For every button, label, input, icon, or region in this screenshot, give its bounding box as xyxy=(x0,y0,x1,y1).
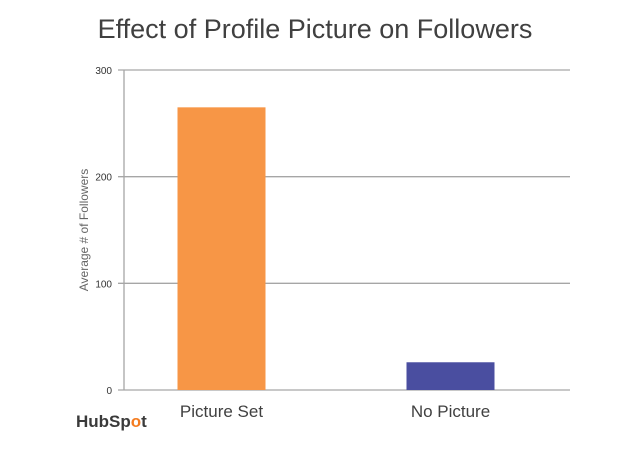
chart-title: Effect of Profile Picture on Followers xyxy=(97,14,533,44)
x-tick-label: No Picture xyxy=(411,402,490,421)
bar xyxy=(406,362,495,390)
y-tick-label: 100 xyxy=(95,279,112,290)
bar xyxy=(177,107,266,390)
y-tick-label: 0 xyxy=(106,386,112,397)
y-tick-label: 300 xyxy=(95,66,112,77)
x-tick-label: Picture Set xyxy=(180,402,263,421)
hubspot-logo: HubSpot xyxy=(76,412,147,431)
y-tick-label: 200 xyxy=(95,173,112,184)
